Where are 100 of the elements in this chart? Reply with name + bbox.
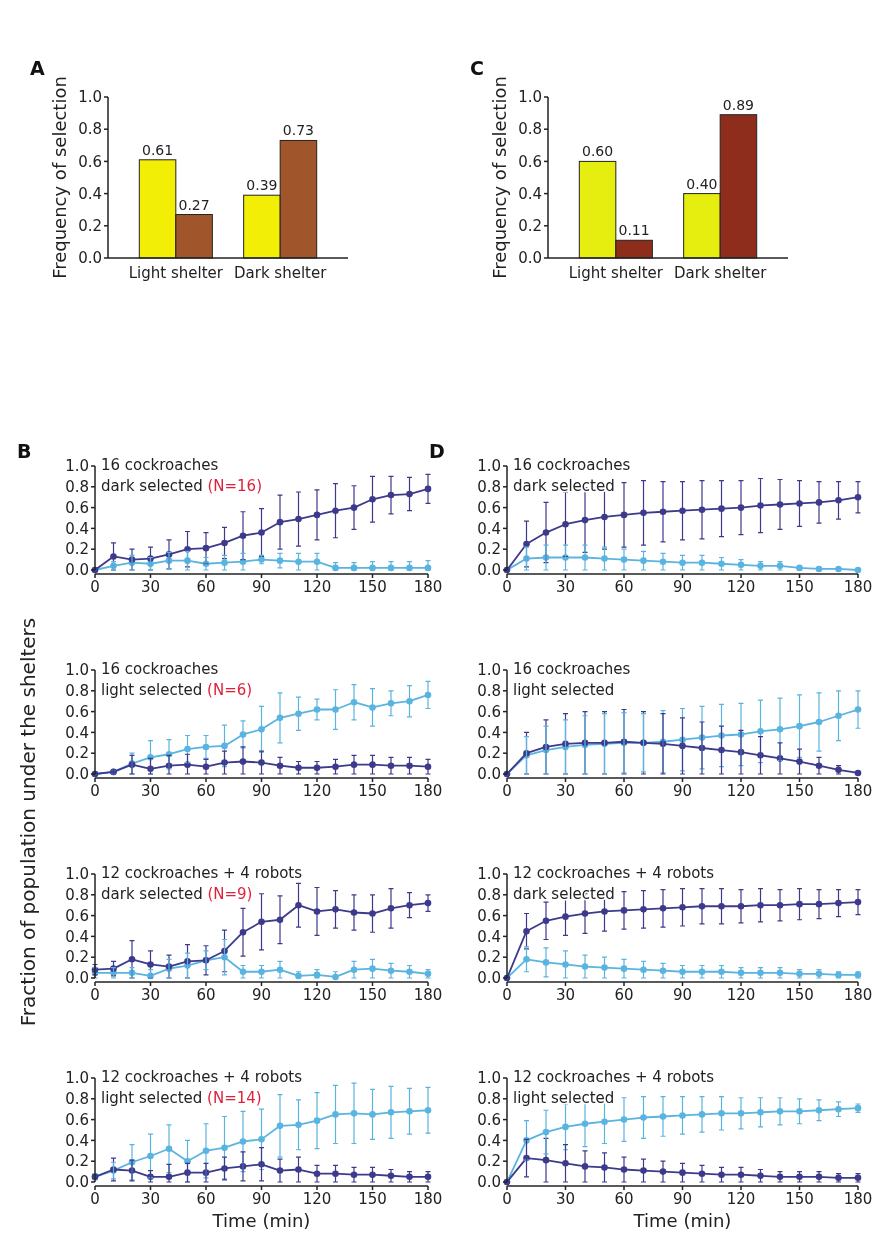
y-tick-label: 0.8 bbox=[65, 1090, 89, 1109]
y-tick-label: 0.2 bbox=[65, 540, 89, 559]
x-tick-label: 180 bbox=[843, 782, 873, 800]
y-tick-label: 0.0 bbox=[65, 561, 89, 580]
y-tick-label: 0.2 bbox=[477, 540, 501, 559]
data-label: 0.61 bbox=[141, 141, 174, 158]
x-tick-label: 90 bbox=[251, 986, 272, 1004]
x-tick-label: Dark shelter bbox=[673, 264, 768, 282]
y-tick-label: 0.4 bbox=[477, 927, 501, 946]
x-axis-title: Time (min) bbox=[632, 1210, 732, 1231]
x-tick-label: 180 bbox=[843, 1190, 873, 1208]
y-tick-label: 0.4 bbox=[65, 927, 89, 946]
y-tick-label: 0.4 bbox=[65, 1131, 89, 1150]
text: A bbox=[30, 57, 45, 79]
text: C bbox=[470, 57, 484, 79]
y-tick-label: 0.8 bbox=[477, 1090, 501, 1109]
text: light selected (N=6) bbox=[101, 681, 253, 699]
y-tick-label: 0.6 bbox=[477, 906, 501, 925]
x-tick-label: 30 bbox=[140, 1190, 161, 1208]
y-tick-label: 1.0 bbox=[65, 661, 89, 680]
data-label: 0.40 bbox=[686, 175, 718, 192]
x-tick-label: 0 bbox=[502, 986, 512, 1004]
y-tick-label: 0.2 bbox=[477, 744, 501, 763]
x-tick-label: 120 bbox=[302, 986, 332, 1004]
text: light selected bbox=[513, 681, 615, 699]
y-tick-label: 0.6 bbox=[65, 906, 89, 925]
x-tick-label: 150 bbox=[358, 986, 387, 1004]
y-tick-label: 1.0 bbox=[78, 88, 102, 107]
y-tick-label: 0.0 bbox=[518, 249, 542, 268]
x-tick-label: 90 bbox=[672, 578, 693, 596]
y-tick-label: 0.6 bbox=[477, 498, 501, 517]
x-tick-label: 150 bbox=[785, 578, 814, 596]
y-tick-label: 0.0 bbox=[477, 765, 501, 784]
text: light selected (N=14) bbox=[101, 1089, 262, 1107]
x-tick-label: 60 bbox=[614, 578, 634, 596]
y-tick-label: 0.2 bbox=[65, 744, 89, 763]
x-tick-label: 60 bbox=[614, 986, 634, 1004]
y-axis-title: Fraction of population under the shelters bbox=[16, 617, 40, 1027]
y-tick-label: 0.4 bbox=[477, 1131, 501, 1150]
chart-title: 16 cockroaches bbox=[513, 456, 631, 474]
x-tick-label: 0 bbox=[90, 578, 100, 596]
text: dark selected (N=9) bbox=[101, 885, 253, 903]
x-tick-label: 0 bbox=[502, 1190, 512, 1208]
y-axis-title: Frequency of selection bbox=[489, 76, 510, 279]
y-tick-label: 1.0 bbox=[477, 1069, 501, 1088]
y-tick-label: 0.6 bbox=[477, 1110, 501, 1129]
x-tick-label: 120 bbox=[726, 782, 756, 800]
y-tick-label: 0.8 bbox=[65, 886, 89, 905]
y-tick-label: 0.0 bbox=[477, 969, 501, 988]
y-tick-label: 0.6 bbox=[65, 702, 89, 721]
y-tick-label: 0.4 bbox=[65, 723, 89, 742]
chart-title: 12 cockroaches + 4 robots bbox=[513, 864, 715, 882]
y-tick-label: 0.8 bbox=[477, 682, 501, 701]
x-tick-label: 120 bbox=[726, 1190, 756, 1208]
chart-title: 16 cockroaches bbox=[101, 660, 219, 678]
y-tick-label: 0.8 bbox=[65, 682, 89, 701]
x-tick-label: 90 bbox=[672, 986, 693, 1004]
x-tick-label: 30 bbox=[140, 986, 161, 1004]
chart-title: 12 cockroaches + 4 robots bbox=[513, 1068, 715, 1086]
y-tick-label: 1.0 bbox=[65, 1069, 89, 1088]
data-label: 0.39 bbox=[246, 177, 278, 194]
y-tick-label: 0.2 bbox=[518, 217, 542, 236]
text: dark selected (N=16) bbox=[101, 477, 263, 495]
x-tick-label: 60 bbox=[196, 1190, 216, 1208]
data-label: 0.60 bbox=[581, 143, 614, 160]
y-tick-label: 0.4 bbox=[78, 184, 102, 203]
y-tick-label: 0.8 bbox=[78, 120, 102, 139]
chart-title: 12 cockroaches + 4 robots bbox=[101, 1068, 303, 1086]
x-tick-label: 90 bbox=[251, 782, 272, 800]
y-tick-label: 0.6 bbox=[65, 498, 89, 517]
x-tick-label: 150 bbox=[358, 782, 387, 800]
y-tick-label: 0.2 bbox=[477, 948, 501, 967]
y-tick-label: 0.0 bbox=[65, 1173, 89, 1192]
y-tick-label: 1.0 bbox=[518, 88, 542, 107]
y-tick-label: 0.2 bbox=[78, 217, 102, 236]
x-tick-label: 30 bbox=[140, 782, 161, 800]
x-tick-label: 30 bbox=[555, 782, 576, 800]
x-tick-label: 150 bbox=[785, 986, 814, 1004]
y-tick-label: 1.0 bbox=[65, 457, 89, 476]
x-tick-label: 60 bbox=[614, 1190, 634, 1208]
x-tick-label: 30 bbox=[555, 578, 576, 596]
y-tick-label: 0.4 bbox=[477, 519, 501, 538]
y-tick-label: 0.4 bbox=[518, 184, 542, 203]
x-tick-label: 180 bbox=[843, 986, 873, 1004]
data-label: 0.27 bbox=[178, 196, 210, 213]
x-axis-title: Time (min) bbox=[211, 1210, 311, 1231]
x-tick-label: 0 bbox=[502, 578, 512, 596]
x-tick-label: 120 bbox=[302, 782, 332, 800]
x-tick-label: 90 bbox=[672, 1190, 693, 1208]
x-tick-label: Light shelter bbox=[128, 264, 224, 282]
x-tick-label: 60 bbox=[196, 782, 216, 800]
y-tick-label: 0.6 bbox=[518, 152, 542, 171]
text: dark selected bbox=[513, 477, 615, 495]
x-tick-label: 180 bbox=[413, 986, 443, 1004]
x-tick-label: 30 bbox=[555, 986, 576, 1004]
x-tick-label: 60 bbox=[614, 782, 634, 800]
y-tick-label: 1.0 bbox=[477, 661, 501, 680]
x-tick-label: 30 bbox=[555, 1190, 576, 1208]
y-tick-label: 0.6 bbox=[65, 1110, 89, 1129]
y-tick-label: 0.6 bbox=[477, 702, 501, 721]
